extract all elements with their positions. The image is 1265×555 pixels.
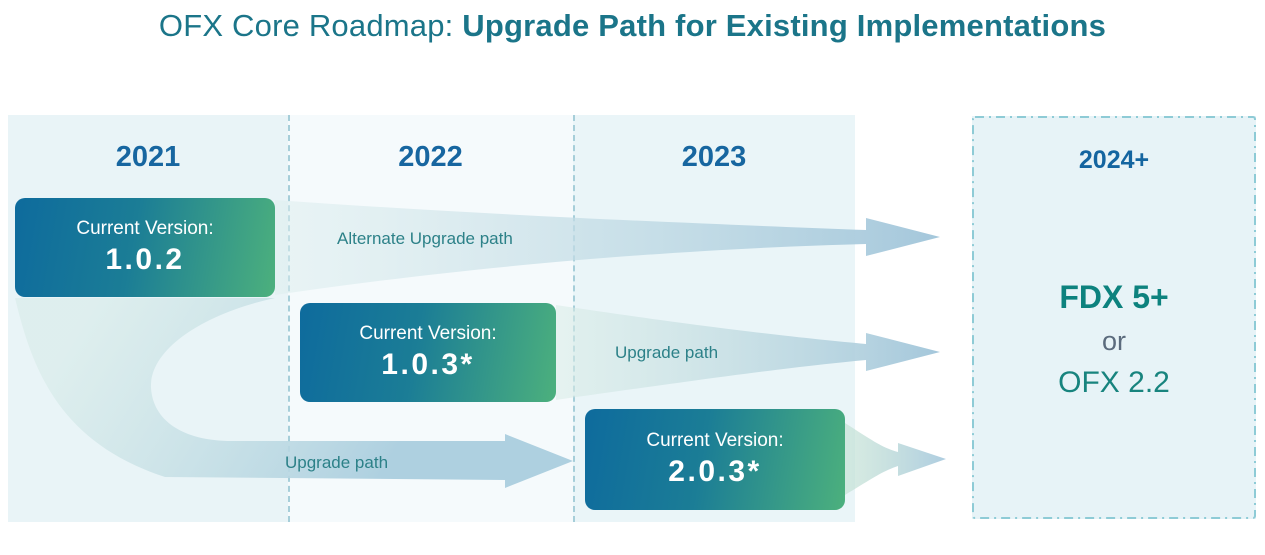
- version-box-1-0-3: Current Version: 1.0.3*: [300, 303, 556, 402]
- version-box-label: Current Version:: [359, 323, 497, 344]
- year-label-2024: 2024+: [1078, 146, 1150, 174]
- year-label-2023: 2023: [681, 141, 747, 173]
- version-number: 1.0.3*: [381, 348, 475, 381]
- year-label-2021: 2021: [115, 141, 181, 173]
- version-box-1-0-2: Current Version: 1.0.2: [15, 198, 275, 297]
- version-number: 1.0.2: [105, 243, 185, 276]
- alternate-upgrade-arrow: [275, 200, 940, 295]
- future-option-ofx: OFX 2.2: [1058, 366, 1170, 399]
- future-option-separator: or: [1101, 326, 1126, 356]
- alternate-upgrade-path-label: Alternate Upgrade path: [337, 229, 513, 248]
- version-box-label: Current Version:: [646, 430, 784, 451]
- column-separator-1: [288, 115, 290, 522]
- year-label-2022: 2022: [398, 141, 463, 173]
- future-option-fdx: FDX 5+: [1059, 279, 1169, 315]
- middle-upgrade-arrow: [556, 305, 940, 400]
- version-number: 2.0.3*: [668, 455, 762, 488]
- page-title-emphasis: Upgrade Path for Existing Implementation…: [462, 8, 1107, 43]
- version-box-label: Current Version:: [76, 218, 214, 239]
- future-box-border: [972, 116, 1256, 519]
- bottom-upgrade-path-label: Upgrade path: [285, 453, 389, 472]
- bottom-upgrade-swoosh: [15, 298, 573, 488]
- middle-upgrade-path-label: Upgrade path: [615, 343, 719, 362]
- future-box-2024: [972, 116, 1256, 519]
- page-title-prefix: OFX Core Roadmap:: [158, 8, 463, 43]
- future-options: FDX 5+ or OFX 2.2: [972, 279, 1256, 400]
- final-upgrade-arrow: [845, 423, 946, 495]
- version-box-2-0-3: Current Version: 2.0.3*: [585, 409, 845, 510]
- page-title: OFX Core Roadmap: Upgrade Path for Exist…: [0, 8, 1265, 44]
